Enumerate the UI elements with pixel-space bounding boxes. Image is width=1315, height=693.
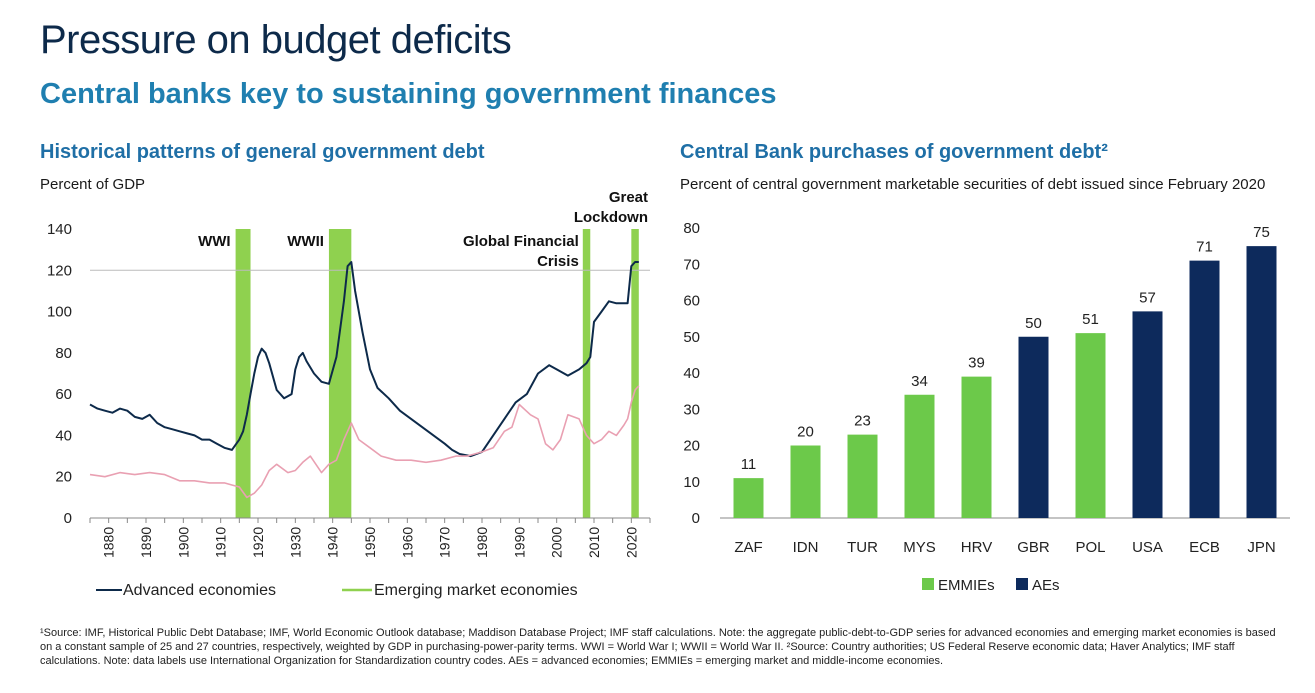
period-label-wwi: WWI bbox=[198, 233, 230, 250]
x-tick-label: 1900 bbox=[175, 527, 191, 558]
data-label-pol: 51 bbox=[1082, 311, 1099, 328]
y-tick-label: 30 bbox=[683, 401, 700, 418]
x-tick-label-jpn: JPN bbox=[1247, 539, 1275, 556]
x-tick-label-pol: POL bbox=[1075, 539, 1105, 556]
y-tick-label: 0 bbox=[692, 510, 700, 527]
left-chart-unit: Percent of GDP bbox=[40, 176, 146, 193]
x-tick-label-idn: IDN bbox=[793, 539, 819, 556]
page-subtitle: Central banks key to sustaining governme… bbox=[40, 78, 777, 110]
y-tick-label: 60 bbox=[683, 293, 700, 310]
bar-gbr bbox=[1018, 336, 1049, 518]
shaded-period-1 bbox=[328, 229, 352, 518]
legend-label-aes: AEs bbox=[1032, 577, 1060, 594]
y-tick-label: 50 bbox=[683, 329, 700, 346]
legend-label-emmies: EMMIEs bbox=[938, 577, 995, 594]
legend-label-advanced: Advanced economies bbox=[123, 582, 276, 599]
bar-zaf bbox=[733, 478, 764, 518]
x-tick-label: 1880 bbox=[101, 527, 117, 558]
right-chart-title: Central Bank purchases of government deb… bbox=[680, 141, 1108, 163]
x-tick-label: 1950 bbox=[362, 527, 378, 558]
x-tick-label: 1930 bbox=[287, 527, 303, 558]
bar-pol bbox=[1075, 333, 1106, 518]
data-label-hrv: 39 bbox=[968, 355, 985, 372]
x-tick-label-gbr: GBR bbox=[1017, 539, 1050, 556]
y-tick-label: 0 bbox=[64, 510, 72, 527]
x-tick-label-zaf: ZAF bbox=[734, 539, 762, 556]
y-tick-label: 80 bbox=[683, 220, 700, 237]
period-label-lockdown-1: Great bbox=[609, 189, 648, 206]
bar-tur bbox=[847, 434, 878, 518]
data-label-mys: 34 bbox=[911, 373, 928, 390]
bar-mys bbox=[904, 394, 935, 518]
data-label-gbr: 50 bbox=[1025, 315, 1042, 332]
x-tick-label: 1910 bbox=[213, 527, 229, 558]
y-tick-label: 40 bbox=[55, 427, 72, 444]
period-label-lockdown-2: Lockdown bbox=[574, 209, 648, 226]
data-label-idn: 20 bbox=[797, 424, 814, 441]
x-tick-label: 1920 bbox=[250, 527, 266, 558]
legend-label-emerging: Emerging market economies bbox=[374, 582, 578, 599]
bar-idn bbox=[790, 445, 821, 518]
y-tick-label: 70 bbox=[683, 256, 700, 273]
x-tick-label: 1980 bbox=[474, 527, 490, 558]
x-tick-label: 1960 bbox=[399, 527, 415, 558]
y-tick-label: 120 bbox=[47, 262, 72, 279]
data-label-jpn: 75 bbox=[1253, 224, 1270, 241]
cb-purchases-bar-chart: 0 10 20 30 40 50 60 70 80 11 ZAF 20 IDN 23 TUR 34 MYS 39 H… bbox=[683, 220, 1290, 594]
page-title: Pressure on budget deficits bbox=[40, 18, 512, 62]
y-tick-label: 140 bbox=[47, 221, 72, 238]
y-tick-label: 20 bbox=[55, 469, 72, 486]
bar-ecb bbox=[1189, 260, 1220, 518]
x-tick-label: 2010 bbox=[586, 527, 602, 558]
bar-jpn bbox=[1246, 246, 1277, 518]
data-label-tur: 23 bbox=[854, 413, 871, 430]
right-chart-unit: Percent of central government marketable… bbox=[680, 176, 1266, 193]
legend-swatch-aes bbox=[1016, 578, 1028, 590]
period-label-wwii: WWII bbox=[287, 233, 324, 250]
series-line-1 bbox=[89, 385, 640, 499]
shaded-period-2 bbox=[582, 229, 591, 518]
x-tick-label: 1970 bbox=[437, 527, 453, 558]
x-tick-label: 2020 bbox=[623, 527, 639, 558]
x-tick-label: 1940 bbox=[325, 527, 341, 558]
y-tick-label: 10 bbox=[683, 474, 700, 491]
period-label-gfc-2: Crisis bbox=[537, 253, 579, 270]
footnote: ¹Source: IMF, Historical Public Debt Dat… bbox=[40, 627, 1276, 667]
x-tick-label: 2000 bbox=[549, 527, 565, 558]
bar-hrv bbox=[961, 376, 992, 518]
x-tick-label: 1990 bbox=[511, 527, 527, 558]
debt-line-chart: 0 20 40 60 80 100 120 140 1880 1890 1900 1910 1920 19… bbox=[47, 189, 651, 599]
series-line-0 bbox=[89, 261, 639, 458]
legend-swatch-emmies bbox=[922, 578, 934, 590]
x-tick-label: 1890 bbox=[138, 527, 154, 558]
shaded-period-3 bbox=[631, 229, 639, 518]
x-tick-label-mys: MYS bbox=[903, 539, 936, 556]
y-tick-label: 100 bbox=[47, 304, 72, 321]
bar-usa bbox=[1132, 311, 1163, 518]
y-tick-label: 60 bbox=[55, 386, 72, 403]
y-tick-label: 40 bbox=[683, 365, 700, 382]
y-tick-label: 80 bbox=[55, 345, 72, 362]
x-tick-label-ecb: ECB bbox=[1189, 539, 1220, 556]
period-label-gfc-1: Global Financial bbox=[463, 233, 579, 250]
x-tick-label-usa: USA bbox=[1132, 539, 1163, 556]
shaded-period-0 bbox=[235, 229, 251, 518]
data-label-zaf: 11 bbox=[741, 456, 757, 473]
data-label-usa: 57 bbox=[1139, 289, 1156, 306]
x-tick-label-hrv: HRV bbox=[961, 539, 992, 556]
left-chart-title: Historical patterns of general governmen… bbox=[40, 141, 485, 163]
y-tick-label: 20 bbox=[683, 438, 700, 455]
x-tick-label-tur: TUR bbox=[847, 539, 878, 556]
data-label-ecb: 71 bbox=[1196, 239, 1213, 256]
